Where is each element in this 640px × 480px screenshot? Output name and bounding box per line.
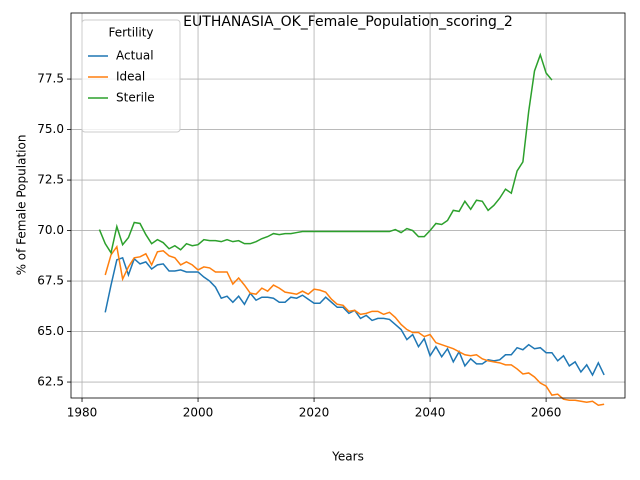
y-tick-label: 72.5 <box>37 173 64 187</box>
y-tick-label: 65.0 <box>37 324 64 338</box>
y-tick-label: 62.5 <box>37 375 64 389</box>
x-tick-label: 2040 <box>415 406 446 420</box>
x-tick-label: 1980 <box>67 406 98 420</box>
legend: Fertility Actual Ideal Sterile <box>81 19 181 133</box>
legend-title: Fertility <box>108 26 153 40</box>
x-tick-label: 2060 <box>531 406 562 420</box>
legend-label: Actual <box>116 49 154 63</box>
legend-label: Sterile <box>116 91 155 105</box>
y-tick-label: 67.5 <box>37 274 64 288</box>
y-tick-label: 75.0 <box>37 122 64 136</box>
line-series <box>104 244 605 407</box>
x-tick-label: 2020 <box>299 406 330 420</box>
y-tick-label: 77.5 <box>37 72 64 86</box>
chart-title: EUTHANASIA_OK_Female_Population_scoring_… <box>183 14 513 30</box>
y-axis-label: % of Female Population <box>15 135 29 276</box>
x-tick-label: 2000 <box>183 406 214 420</box>
legend-label: Ideal <box>116 70 145 84</box>
line-series <box>104 256 605 377</box>
legend-box <box>81 19 181 133</box>
line-series <box>98 52 553 255</box>
y-tick-label: 70.0 <box>37 223 64 237</box>
plot-frame <box>70 12 626 399</box>
x-axis-label: Years <box>331 450 364 464</box>
